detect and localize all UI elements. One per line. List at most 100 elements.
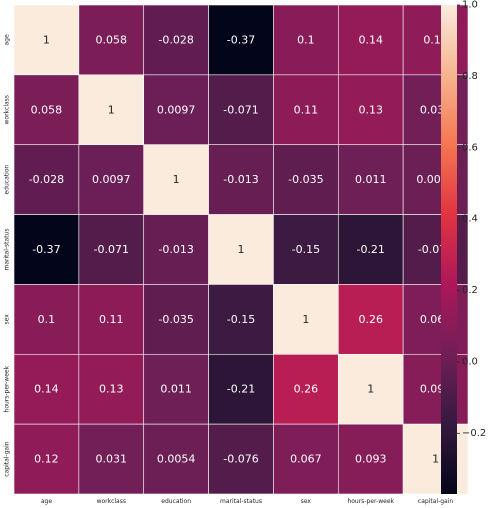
heatmap-cell-hours-per-week-capital-gain: [402, 353, 469, 425]
cell-value-label: 0.11: [99, 313, 124, 326]
cell-value-label: 0.1: [38, 313, 56, 326]
heatmap-cell-sex-education: [143, 284, 209, 355]
cell-value-label: 1: [173, 173, 180, 186]
heatmap-cell-marital-status-hours-per-week: [337, 214, 404, 285]
cell-value-label: -0.15: [292, 243, 320, 256]
colorbar-tick-label: 0.6: [462, 142, 478, 153]
heatmap-cell-age-sex: [273, 4, 339, 76]
y-tick-label: marital-status: [4, 229, 11, 271]
x-tick-label: education: [161, 498, 191, 505]
cell-value-label: -0.071: [94, 243, 129, 256]
heatmap-cell-education-education: [143, 144, 209, 215]
cell-value-label: 1: [43, 33, 50, 46]
cell-value-label: -0.028: [29, 173, 64, 186]
cell-value-label: 0.0097: [92, 173, 131, 186]
heatmap-cell-education-age: [13, 144, 80, 215]
cell-value-label: 0.093: [355, 453, 387, 466]
cell-value-label: -0.013: [158, 243, 193, 256]
heatmap-cell-hours-per-week-sex: [273, 353, 339, 425]
heatmap-cell-workclass-hours-per-week: [337, 74, 404, 146]
cell-value-label: -0.076: [223, 453, 258, 466]
colorbar-tick-label: 0.8: [462, 71, 478, 82]
x-tick-label: hours-per-week: [347, 498, 394, 505]
heatmap-cell-education-marital-status: [208, 144, 274, 215]
cell-value-label: 0.067: [290, 453, 322, 466]
colorbar: −0.2 0.0 0.2 0.4 0.6 0.8 1.0: [441, 0, 486, 494]
cell-value-label: 0.13: [99, 383, 124, 396]
cell-value-label: 1: [367, 383, 374, 396]
x-tick-label: marital-status: [220, 498, 262, 505]
cell-value-label: 0.12: [34, 453, 59, 466]
heatmap-cell-capital-gain-capital-gain: [402, 423, 469, 495]
heatmap-cell-age-age: [13, 4, 80, 76]
y-tick-label: sex: [4, 314, 11, 325]
heatmap-cell-sex-capital-gain: [402, 284, 469, 355]
cell-value-label: -0.37: [227, 33, 255, 46]
cell-value-label: 0.0054: [157, 453, 196, 466]
heatmap-cell-workclass-capital-gain: [402, 74, 469, 146]
cell-value-label: -0.37: [32, 243, 60, 256]
x-tick-label: sex: [301, 498, 312, 505]
cell-value-label: 0.0097: [157, 103, 196, 116]
cell-value-label: 0.031: [96, 453, 128, 466]
heatmap-cell-workclass-education: [143, 74, 209, 146]
heatmap-cell-capital-gain-age: [13, 423, 80, 495]
heatmap-cell-education-capital-gain: [402, 144, 469, 215]
heatmap-cells: [13, 4, 469, 495]
cell-value-label: 1: [302, 313, 309, 326]
heatmap-cell-hours-per-week-marital-status: [208, 353, 274, 425]
heatmap-cell-marital-status-age: [13, 214, 80, 285]
cell-value-label: 0.058: [31, 103, 63, 116]
heatmap-cell-hours-per-week-education: [143, 353, 209, 425]
colorbar-tick-label: −0.2: [462, 428, 486, 439]
cell-value-label: 0.26: [358, 313, 383, 326]
colorbar-tick-label: 0.2: [462, 285, 478, 296]
cell-value-label: 1: [432, 453, 439, 466]
x-tick-label: age: [41, 498, 52, 505]
heatmap-cell-hours-per-week-age: [13, 353, 80, 425]
cell-value-label: -0.035: [288, 173, 323, 186]
heatmap-cell-marital-status-marital-status: [208, 214, 274, 285]
cell-value-label: -0.071: [223, 103, 258, 116]
heatmap-cell-capital-gain-sex: [273, 423, 339, 495]
cell-value-label: -0.21: [227, 383, 255, 396]
y-axis-ticks: age workclass education marital-status sex ho…: [4, 34, 11, 477]
colorbar-tick-label: 0.4: [462, 214, 478, 225]
cell-value-label: 0.26: [294, 383, 319, 396]
cell-value-label: -0.013: [223, 173, 258, 186]
y-tick-label: capital-gain: [4, 441, 11, 476]
y-tick-label: workclass: [4, 95, 11, 124]
colorbar-gradient: [441, 5, 457, 494]
y-tick-label: hours-per-week: [4, 365, 11, 412]
cell-value-label: -0.035: [158, 313, 193, 326]
cell-value-label: -0.21: [356, 243, 384, 256]
cell-value-label: 0.11: [294, 103, 319, 116]
colorbar-tick-label: 1.0: [462, 0, 478, 11]
heatmap-cell-education-workclass: [78, 144, 145, 215]
heatmap-cell-workclass-sex: [273, 74, 339, 146]
y-tick-label: age: [4, 34, 11, 45]
heatmap-cell-age-education: [143, 4, 209, 76]
cell-value-label: -0.028: [158, 33, 193, 46]
cell-value-label: 0.011: [160, 383, 192, 396]
cell-value-label: 0.13: [358, 103, 383, 116]
y-tick-label: education: [4, 165, 11, 195]
heatmap-cell-capital-gain-hours-per-week: [337, 423, 404, 495]
cell-value-label: 0.058: [96, 33, 128, 46]
cell-value-label: 0.14: [358, 33, 383, 46]
heatmap-cell-capital-gain-education: [143, 423, 209, 495]
heatmap-cell-education-sex: [273, 144, 339, 215]
cell-value-label: 0.14: [34, 383, 59, 396]
cell-value-label: -0.15: [227, 313, 255, 326]
cell-value-label: 0.1: [297, 33, 315, 46]
colorbar-ticks: −0.2 0.0 0.2 0.4 0.6 0.8 1.0: [457, 0, 486, 439]
heatmap-cell-capital-gain-marital-status: [208, 423, 274, 495]
x-axis-ticks: age workclass education marital-status sex ho…: [41, 498, 454, 505]
x-tick-label: workclass: [97, 498, 126, 505]
cell-value-label: 1: [238, 243, 245, 256]
heatmap-cell-education-hours-per-week: [337, 144, 404, 215]
colorbar-tick-label: 0.0: [462, 356, 478, 367]
heatmap-cell-sex-age: [13, 284, 80, 355]
heatmap-cell-age-marital-status: [208, 4, 274, 76]
